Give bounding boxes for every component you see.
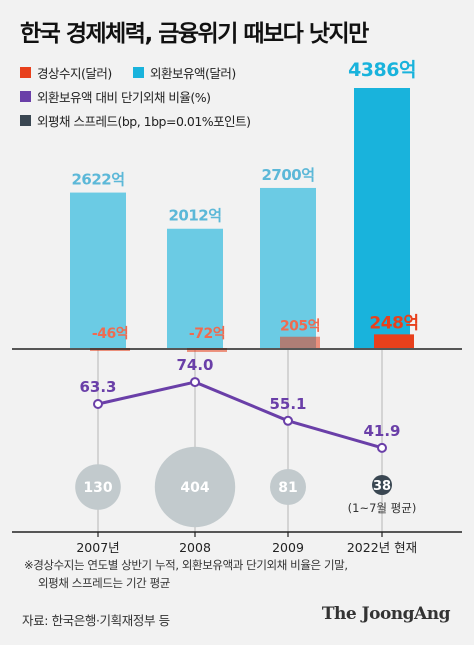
fx-reserve-value-label: 2700억 xyxy=(261,166,314,184)
current-account-value-label: 205억 xyxy=(280,319,320,335)
fx-reserve-value-label: 4386억 xyxy=(348,59,416,81)
source-credit: 자료: 한국은행·기획재정부 등 xyxy=(22,613,170,628)
ratio-point xyxy=(377,442,387,453)
spread-bubble xyxy=(154,446,236,528)
ratio-line xyxy=(97,380,383,450)
ratio-point xyxy=(283,415,293,426)
fx-reserve-bar xyxy=(354,88,410,348)
legend-item-current-account: 경상수지(달러) xyxy=(20,63,112,82)
chart-title: 한국 경제체력, 금융위기 때보다 낫지만 xyxy=(20,21,369,47)
footnote-line-1: ※경상수지는 연도별 상반기 누적, 외환보유액과 단기외채 비율은 기말, xyxy=(24,558,348,572)
category-tick-label: 2009 xyxy=(272,540,304,555)
category-tick-label: 2007년 xyxy=(76,540,119,555)
legend-item-fx-reserves: 외환보유액(달러) xyxy=(133,63,236,82)
footnote-line-2: 외평채 스프레드는 기간 평균 xyxy=(38,576,170,590)
spread-value-label: 38 xyxy=(373,479,391,494)
legend-swatch-short-term-debt-ratio xyxy=(20,91,31,102)
spread-value-label: 404 xyxy=(180,480,209,496)
ratio-value-label: 55.1 xyxy=(269,395,306,413)
legend-item-cds-spread: 외평채 스프레드(bp, 1bp=0.01%포인트) xyxy=(20,111,251,130)
legend-label: 외환보유액 대비 단기외채 비율(%) xyxy=(37,90,211,105)
category-tick-label: 2008 xyxy=(179,540,211,555)
ratio-point xyxy=(190,377,200,388)
ratio-value-label: 74.0 xyxy=(176,356,213,374)
current-account-value-label: -72억 xyxy=(189,326,225,342)
fx-reserve-bar xyxy=(260,187,316,348)
fx-reserve-bar xyxy=(167,228,223,348)
legend-swatch-fx-reserves xyxy=(133,67,144,78)
brand-logo: The JoongAng xyxy=(321,604,451,624)
spread-annotation: (1~7월 평균) xyxy=(348,501,417,515)
fx-reserve-bar xyxy=(70,192,126,348)
spread-value-label: 130 xyxy=(83,480,112,496)
legend-item-short-term-debt-ratio: 외환보유액 대비 단기외채 비율(%) xyxy=(20,87,211,106)
ratio-value-label: 63.3 xyxy=(79,378,116,396)
legend-label: 경상수지(달러) xyxy=(37,66,112,81)
current-account-bar xyxy=(187,348,227,352)
spread-bubble xyxy=(270,469,306,505)
legend-label: 외환보유액(달러) xyxy=(150,66,236,81)
current-account-bar xyxy=(280,336,320,348)
spread-value-label: 81 xyxy=(278,480,297,496)
current-account-value-label: 248억 xyxy=(369,313,418,333)
fx-reserve-value-label: 2622억 xyxy=(71,171,124,189)
fx-reserve-value-label: 2012억 xyxy=(168,207,221,225)
legend-swatch-current-account xyxy=(20,67,31,78)
chart-canvas: 2622억 2012억 2700억 4386억 -46억 -72억 205억 248억 63.3… xyxy=(12,59,462,555)
category-tick-label: 2022년 현재 xyxy=(347,540,417,555)
spread-bubble xyxy=(372,475,392,495)
legend-swatch-cds-spread xyxy=(20,115,31,126)
current-account-value-label: -46억 xyxy=(92,326,128,342)
ratio-value-label: 41.9 xyxy=(363,422,400,440)
ratio-point xyxy=(93,399,103,409)
spread-bubble xyxy=(75,464,121,510)
legend-label: 외평채 스프레드(bp, 1bp=0.01%포인트) xyxy=(37,114,251,129)
current-account-bar xyxy=(374,334,414,348)
